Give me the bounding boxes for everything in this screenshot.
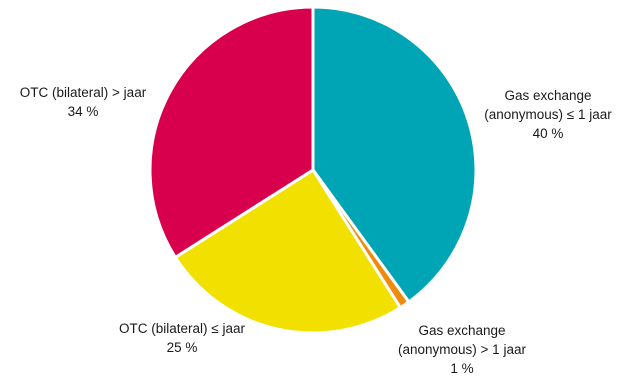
slice-name-label: Gas exchange (418, 323, 505, 338)
slice-value-label: 40 % (533, 126, 564, 141)
slice-value-label: 25 % (167, 340, 198, 355)
slice-name-label: OTC (bilateral) ≤ jaar (119, 321, 245, 336)
slice-label: OTC (bilateral) > jaar 34 % (20, 85, 147, 119)
slice-label: Gas exchange (anonymous) > 1 jaar 1 % (398, 323, 526, 376)
slice-value-label: 34 % (68, 104, 99, 119)
slice-name-label: OTC (bilateral) > jaar (20, 85, 147, 100)
slice-name-label: (anonymous) ≤ 1 jaar (484, 107, 612, 122)
pie-slice (173, 168, 402, 335)
slice-value-label: 1 % (450, 361, 473, 376)
pie-slice (311, 5, 478, 304)
slice-label: Gas exchange (anonymous) ≤ 1 jaar 40 % (484, 88, 612, 141)
slice-name-label: Gas exchange (504, 88, 591, 103)
slice-label: OTC (bilateral) ≤ jaar 25 % (119, 321, 245, 355)
pie-slices (148, 5, 478, 335)
pie-slice (148, 5, 315, 259)
slice-name-label: (anonymous) > 1 jaar (398, 342, 526, 357)
pie-labels: Gas exchange (anonymous) ≤ 1 jaar 40 %Gas … (20, 85, 612, 376)
